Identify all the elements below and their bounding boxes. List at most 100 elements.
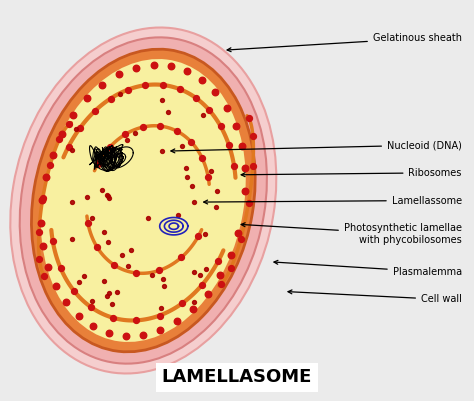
Point <box>156 312 164 319</box>
Point <box>94 161 101 167</box>
Point <box>104 239 112 245</box>
Point <box>161 283 168 289</box>
Point <box>142 82 149 88</box>
Point <box>57 265 64 271</box>
Point <box>225 142 233 148</box>
Point <box>144 215 151 221</box>
Point <box>215 257 222 264</box>
Point <box>201 231 209 238</box>
Point <box>242 188 249 194</box>
Point <box>204 290 211 297</box>
Point <box>237 236 245 242</box>
Point <box>160 275 167 282</box>
Point <box>103 191 110 198</box>
Point <box>190 199 198 205</box>
Point <box>155 267 163 273</box>
Point <box>49 238 56 244</box>
Point <box>159 82 167 88</box>
Point <box>93 244 101 251</box>
Point <box>49 152 56 158</box>
Point <box>127 247 134 253</box>
Point <box>235 230 242 237</box>
Point <box>123 137 130 143</box>
Point <box>249 163 256 169</box>
Point <box>150 62 157 68</box>
Point <box>245 199 252 206</box>
Point <box>157 327 164 333</box>
Point <box>40 272 48 279</box>
Point <box>190 306 197 312</box>
Point <box>105 330 113 336</box>
Point <box>100 277 108 284</box>
Point <box>65 121 73 128</box>
Point <box>223 105 230 111</box>
Point <box>238 143 246 150</box>
Point <box>77 124 84 131</box>
Point <box>58 131 65 137</box>
Point <box>104 192 112 199</box>
Point <box>75 313 82 319</box>
Point <box>227 252 234 258</box>
Point <box>89 298 96 304</box>
Point <box>91 108 98 115</box>
Point <box>110 262 118 268</box>
Point <box>75 279 82 286</box>
Point <box>196 271 204 278</box>
Point <box>68 147 76 153</box>
Point <box>69 198 76 205</box>
Point <box>100 229 108 235</box>
Text: Plasmalemma: Plasmalemma <box>274 260 462 277</box>
Text: Gelatinous sheath: Gelatinous sheath <box>227 33 462 52</box>
Point <box>88 304 95 311</box>
Point <box>83 95 91 101</box>
Point <box>227 265 235 271</box>
Text: Ribosomes: Ribosomes <box>241 168 462 178</box>
Point <box>192 95 200 101</box>
Point <box>208 168 215 174</box>
Point <box>174 211 182 218</box>
Point <box>132 270 140 276</box>
Point <box>191 269 198 275</box>
Point <box>118 251 126 258</box>
Point <box>182 165 190 171</box>
Point <box>70 287 77 294</box>
Point <box>83 194 91 200</box>
Point <box>124 87 131 93</box>
Point <box>232 123 239 129</box>
Point <box>108 301 115 307</box>
Point <box>46 162 54 168</box>
Point <box>99 187 106 194</box>
Point <box>245 115 252 121</box>
Point <box>158 97 165 103</box>
Point <box>113 288 120 295</box>
Point <box>38 197 46 203</box>
Point <box>241 165 249 172</box>
Point <box>249 133 256 139</box>
Text: LAMELLASOME: LAMELLASOME <box>162 369 312 386</box>
Point <box>37 220 45 227</box>
Point <box>80 272 88 279</box>
Point <box>39 195 46 202</box>
Point <box>115 71 123 77</box>
Point <box>94 159 102 165</box>
Point <box>35 229 43 235</box>
Point <box>132 65 140 71</box>
Point <box>42 174 50 180</box>
Point <box>217 272 224 279</box>
Point <box>198 77 206 83</box>
Point <box>103 293 110 299</box>
Ellipse shape <box>10 28 276 373</box>
Point <box>106 144 114 150</box>
Point <box>176 86 184 93</box>
Point <box>188 139 195 145</box>
Point <box>89 215 96 221</box>
Point <box>217 281 225 288</box>
Point <box>230 163 238 170</box>
Point <box>173 318 181 324</box>
Text: Photosynthetic lamellae
with phycobilosomes: Photosynthetic lamellae with phycobiloso… <box>241 223 462 245</box>
Point <box>157 305 164 311</box>
Point <box>212 204 219 210</box>
Point <box>36 256 43 262</box>
Point <box>55 136 63 142</box>
Point <box>45 263 52 270</box>
